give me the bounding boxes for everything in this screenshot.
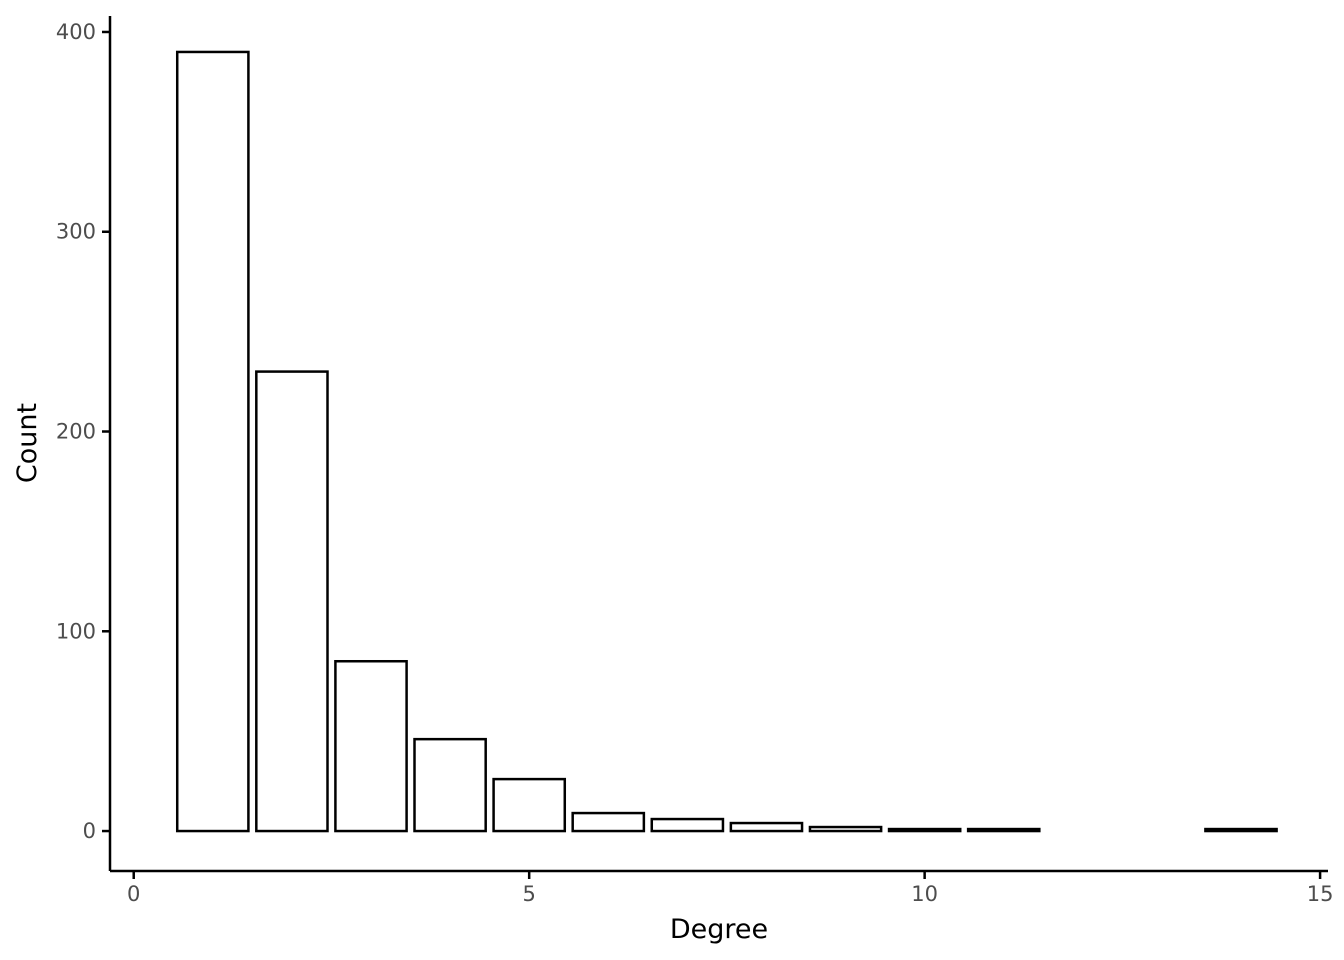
bar-degree-6 [571, 811, 646, 833]
bar-degree-1 [175, 50, 250, 833]
y-ticks-group: 0 100 200 300 400 [56, 20, 110, 843]
y-tick-label: 200 [56, 420, 96, 444]
x-ticks-group: 0 5 10 15 [127, 871, 1333, 906]
bar-degree-9 [808, 825, 883, 833]
bar-degree-7 [650, 817, 725, 833]
y-tick-label: 300 [56, 220, 96, 244]
y-tick-label: 100 [56, 619, 96, 643]
x-axis-title: Degree [670, 914, 768, 945]
bar-degree-4 [413, 737, 487, 833]
bar-degree-14 [1204, 827, 1278, 833]
y-axis-title: Count [12, 403, 43, 483]
bar-degree-8 [729, 821, 804, 833]
x-tick-label: 10 [911, 882, 938, 906]
y-tick-label: 400 [56, 20, 96, 44]
bar-degree-10 [887, 827, 962, 833]
y-tick-label: 0 [83, 819, 96, 843]
bar-degree-5 [492, 777, 567, 833]
bar-degree-2 [255, 370, 329, 833]
x-tick-label: 15 [1307, 882, 1334, 906]
x-tick-label: 0 [127, 882, 140, 906]
bars-group [175, 50, 1278, 833]
bar-degree-3 [334, 659, 408, 833]
x-tick-label: 5 [522, 882, 535, 906]
bar-degree-11 [966, 827, 1041, 833]
